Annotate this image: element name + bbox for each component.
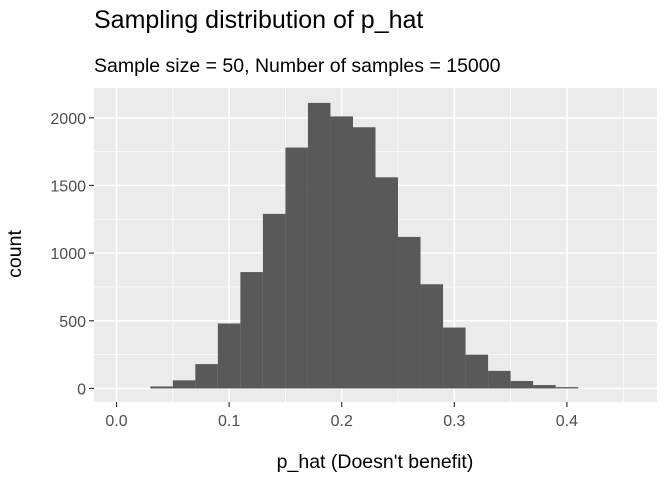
y-tick-label: 2000	[50, 111, 86, 128]
x-axis: 0.0 0.1 0.2 0.3 0.4	[105, 402, 578, 430]
x-tick-label: 0.4	[556, 413, 578, 430]
histogram-bar	[240, 272, 263, 389]
histogram-bar	[398, 236, 421, 389]
y-tick-label: 500	[59, 314, 86, 331]
y-tick-label: 0	[77, 381, 86, 398]
histogram-bar	[330, 116, 353, 389]
histogram-bar	[488, 370, 511, 389]
histogram-bar	[352, 127, 376, 389]
y-tick-label: 1000	[50, 246, 86, 263]
y-axis-title: count	[4, 230, 26, 278]
histogram-bar	[443, 327, 466, 389]
x-tick-label: 0.1	[218, 413, 240, 430]
histogram-bar	[285, 147, 308, 389]
histogram-bar	[375, 177, 399, 389]
histogram-bar	[307, 102, 331, 389]
histogram-bars	[150, 102, 579, 389]
histogram-bar	[172, 380, 196, 389]
histogram-bar	[533, 385, 556, 389]
histogram-bar	[465, 354, 489, 389]
x-tick-label: 0.2	[331, 413, 353, 430]
y-tick-label: 1500	[50, 178, 86, 195]
histogram-bar	[510, 381, 534, 389]
histogram-bar	[555, 387, 579, 389]
x-tick-label: 0.3	[443, 413, 465, 430]
histogram-bar	[150, 386, 173, 389]
chart-subtitle: Sample size = 50, Number of samples = 15…	[94, 55, 501, 77]
histogram-bar	[420, 284, 444, 389]
histogram-bar	[217, 323, 241, 389]
x-tick-label: 0.0	[105, 413, 127, 430]
x-axis-title: p_hat (Doesn't benefit)	[277, 451, 474, 473]
chart-title: Sampling distribution of p_hat	[94, 6, 423, 34]
histogram-bar	[262, 213, 286, 389]
histogram-bar	[195, 364, 218, 389]
y-axis: 0 500 1000 1500 2000	[50, 111, 94, 398]
